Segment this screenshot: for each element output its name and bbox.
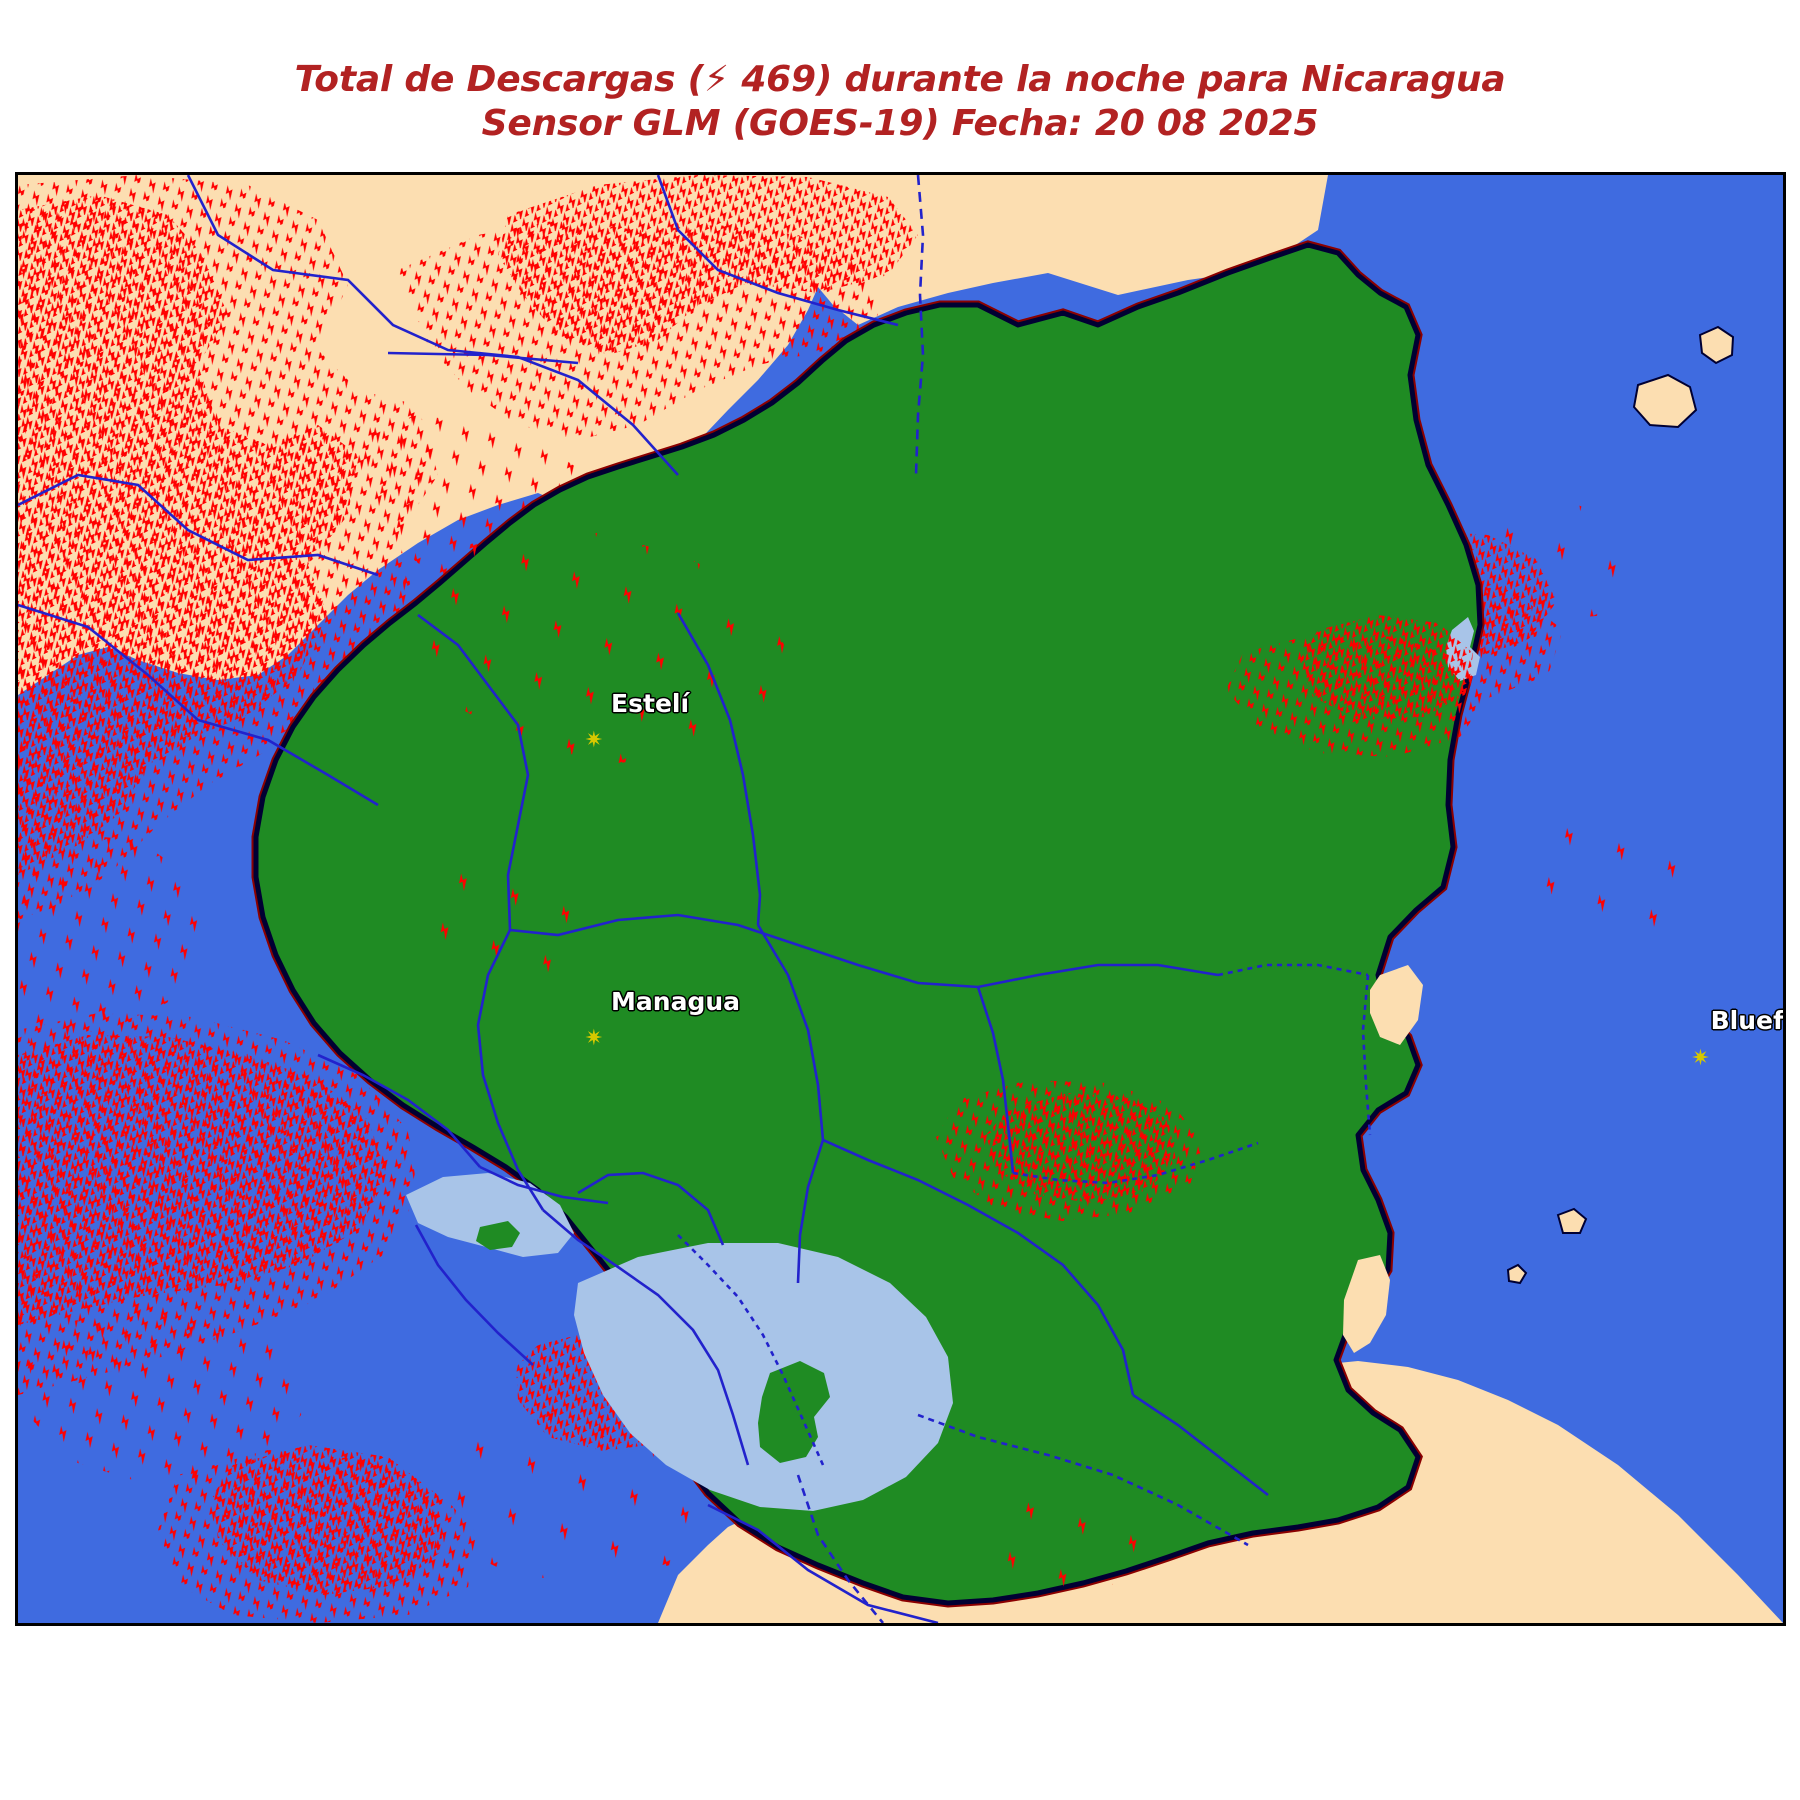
- lagoon-bluefields: [1343, 1255, 1390, 1353]
- map-graphic: [18, 175, 1783, 1623]
- page-title: Total de Descargas (⚡ 469) durante la no…: [0, 58, 1800, 146]
- dept-border-14: [479, 1165, 609, 1205]
- dept-border-5: [822, 1138, 1135, 1396]
- dept-border-8: [476, 929, 545, 1211]
- strike-cluster-centro-este-b: [936, 1080, 1203, 1221]
- dept-border-11: [677, 1234, 825, 1466]
- border-honduras-internal-4: [18, 603, 379, 807]
- islote-2: [1506, 1263, 1528, 1285]
- border-honduras-internal-3: [18, 473, 379, 577]
- dept-border-4: [756, 924, 825, 1141]
- dept-border-16: [796, 1139, 825, 1284]
- strike-cluster-pacifico-oeste-b: [18, 1013, 418, 1395]
- strike-field-inland: [396, 533, 1486, 1595]
- dept-border-12: [414, 1224, 534, 1366]
- strike-cluster-noroeste-b: [18, 175, 438, 920]
- lake-nicaragua: [574, 1243, 953, 1511]
- strike-cluster-noreste-mar: [1493, 505, 1638, 620]
- dept-border-10: [577, 1171, 725, 1246]
- dept-border-7: [976, 986, 1015, 1174]
- border-honduras-internal-2: [387, 351, 579, 365]
- dept-border-6: [1217, 963, 1369, 977]
- strike-cluster-pacifico-sparse: [23, 1305, 308, 1480]
- isla-momotombito: [476, 1221, 520, 1250]
- title-line-2: Sensor GLM (GOES-19) Fecha: 20 08 2025: [481, 103, 1319, 144]
- offshore-islands: [1506, 325, 1735, 1285]
- islote-1: [1556, 1207, 1588, 1234]
- dept-border-3: [676, 612, 762, 926]
- lagoon-perlas: [1370, 965, 1423, 1045]
- border-honduras-internal-6: [656, 175, 899, 327]
- strike-cluster-oeste-costa: [18, 835, 213, 1045]
- border-costarica-internal-3: [917, 1413, 1249, 1547]
- border-costarica-internal-2: [707, 1503, 939, 1623]
- strike-cluster-sur-nic: [970, 1483, 1158, 1595]
- strike-cluster-pacifico-sur-b: [158, 1450, 478, 1623]
- dept-border-9: [542, 1209, 750, 1466]
- isla-corn-grande: [1632, 373, 1698, 429]
- dept-border-13: [317, 1053, 481, 1168]
- map-canvas[interactable]: ✷ Estelí ✷ Managua ✷ Bluefields: [15, 172, 1786, 1626]
- strike-cluster-sur-dispersa: [418, 1410, 718, 1583]
- strike-cluster-norte-nic: [396, 533, 793, 763]
- isla-corn-pequena: [1698, 325, 1735, 365]
- dept-border-1: [417, 613, 530, 931]
- dept-border-18: [1132, 1393, 1269, 1497]
- border-costarica-internal-1: [796, 1474, 885, 1623]
- dept-border-15: [1361, 974, 1372, 1136]
- admin-borders: [18, 175, 1372, 1623]
- dept-border-17: [1012, 1141, 1259, 1185]
- strike-cluster-noreste-tierra-b: [1226, 633, 1486, 757]
- strike-cluster-frontera-norte-b: [398, 220, 878, 440]
- dept-border-2: [509, 913, 1219, 989]
- strike-cluster-caribe-este: [1513, 815, 1708, 940]
- strike-cluster-esteli-disp: [426, 860, 608, 993]
- isla-ometepe: [758, 1361, 830, 1463]
- title-line-1: Total de Descargas (⚡ 469) durante la no…: [294, 59, 1506, 100]
- border-honduras-internal-1: [186, 175, 679, 476]
